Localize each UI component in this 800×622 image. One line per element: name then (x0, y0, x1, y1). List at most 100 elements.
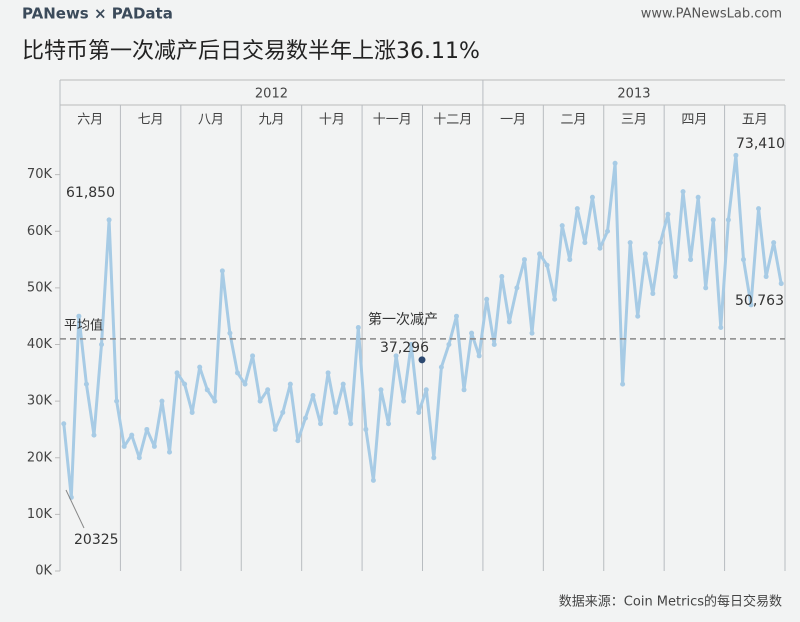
point (144, 426, 150, 432)
source: 数据来源：Coin Metrics的每日交易数 (559, 594, 782, 610)
logo: PANews × PAData (22, 5, 173, 23)
point (227, 330, 233, 336)
point (370, 477, 376, 483)
x-tick-label: 六月 (77, 113, 103, 128)
point (529, 330, 535, 336)
x-tick-label: 十二月 (433, 113, 472, 128)
point (574, 206, 580, 212)
point (559, 223, 565, 229)
point (544, 262, 550, 268)
point (219, 268, 225, 274)
point (703, 285, 709, 291)
point (212, 398, 218, 404)
point (129, 432, 135, 438)
point (167, 449, 173, 455)
point (83, 381, 89, 387)
x-tick-label: 二月 (561, 113, 587, 128)
point (340, 381, 346, 387)
point (635, 313, 641, 319)
point (778, 281, 784, 287)
y-tick-label: 0K (35, 564, 52, 579)
site: www.PANewsLab.com (641, 7, 782, 22)
point (665, 211, 671, 217)
point (438, 364, 444, 370)
point (680, 189, 686, 195)
point (386, 421, 392, 427)
point (114, 398, 120, 404)
point (423, 387, 429, 393)
point (506, 319, 512, 325)
chart-title: 比特币第一次减产后日交易数半年上涨36.11% (22, 39, 480, 64)
annotation-leader (65, 489, 85, 529)
point (627, 240, 633, 246)
point (250, 353, 256, 359)
point (453, 313, 459, 319)
point (771, 240, 777, 246)
point (151, 443, 157, 449)
point (521, 257, 527, 263)
point (159, 398, 165, 404)
x-tick-label: 八月 (198, 113, 224, 128)
x-tick-label: 九月 (258, 113, 284, 128)
point (589, 194, 595, 200)
point (401, 398, 407, 404)
point (121, 443, 127, 449)
point (136, 455, 142, 461)
point (552, 296, 558, 302)
point (295, 438, 301, 444)
x-tick-label: 十一月 (373, 113, 412, 128)
annotation: 20325 (74, 532, 119, 548)
point (355, 325, 361, 331)
point (469, 330, 475, 336)
y-tick-label: 30K (27, 394, 53, 409)
point (182, 381, 188, 387)
point (484, 296, 490, 302)
point (476, 353, 482, 359)
point (461, 387, 467, 393)
x-tick-label: 三月 (621, 113, 647, 128)
point (416, 409, 422, 415)
year-label: 2013 (617, 87, 650, 102)
point (567, 257, 573, 263)
point (378, 387, 384, 393)
annotation: 61,850 (66, 185, 115, 201)
point (756, 206, 762, 212)
point (333, 409, 339, 415)
y-tick-label: 60K (27, 224, 53, 239)
point (242, 381, 248, 387)
point (597, 245, 603, 251)
point (582, 240, 588, 246)
point (363, 426, 369, 432)
point (748, 302, 754, 308)
point (61, 421, 67, 427)
point (174, 370, 180, 376)
point (280, 409, 286, 415)
point (204, 387, 210, 393)
point (499, 274, 505, 280)
point (431, 455, 437, 461)
point (393, 353, 399, 359)
x-tick-label: 五月 (742, 113, 768, 128)
point (514, 285, 520, 291)
y-tick-label: 50K (27, 280, 53, 295)
point (710, 217, 716, 223)
point (325, 370, 331, 376)
y-tick-label: 70K (27, 167, 53, 182)
y-tick-label: 20K (27, 450, 53, 465)
point (620, 381, 626, 387)
y-tick-label: 10K (27, 507, 53, 522)
annotation: 37,296 (380, 340, 429, 356)
point (302, 415, 308, 421)
x-tick-label: 一月 (500, 113, 526, 128)
point (672, 274, 678, 280)
point (272, 426, 278, 432)
point (76, 313, 82, 319)
event-point (418, 356, 426, 364)
point (718, 325, 724, 331)
point (287, 381, 293, 387)
year-label: 2012 (255, 87, 288, 102)
point (688, 257, 694, 263)
point (657, 240, 663, 246)
